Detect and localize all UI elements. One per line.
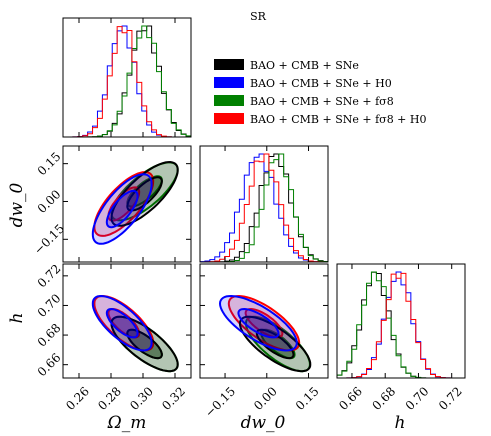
y-tick-label: 0.66	[35, 350, 64, 379]
x-axis-label-omega-m: Ω_m	[107, 413, 147, 433]
panel: 0.26 0.28 0.30 0.32 0.660.680.700.72	[35, 262, 192, 413]
panel	[199, 145, 329, 263]
x-tick-label: 0.66	[336, 384, 365, 413]
x-tick-label: 0.70	[403, 384, 432, 413]
y-tick-label: 0.72	[35, 262, 64, 291]
panel-content	[218, 294, 312, 373]
legend-entry: BAO + CMB + SNe + fσ8 + H0	[214, 113, 427, 126]
panel-frame	[62, 263, 192, 379]
legend-label: BAO + CMB + SNe + H0	[250, 77, 392, 90]
x-tick-label: −0.15	[202, 384, 238, 420]
legend: BAO + CMB + SNe BAO + CMB + SNe + H0 BAO…	[214, 59, 427, 126]
legend-swatch	[214, 77, 244, 88]
legend-label: BAO + CMB + SNe + fσ8	[250, 95, 394, 108]
panel: 0.66 0.68 0.70 0.72	[336, 263, 466, 413]
panel-content	[200, 153, 328, 262]
y-axis-label-dw0: dw_0	[7, 182, 27, 227]
panel-frame	[199, 263, 329, 379]
y-tick-label: 0.15	[35, 149, 64, 178]
x-tick-label: 0.68	[369, 384, 398, 413]
panel-frame	[336, 263, 466, 379]
x-tick-label: 0.32	[159, 384, 188, 413]
legend-entry: BAO + CMB + SNe + H0	[214, 77, 392, 90]
histogram-2	[337, 271, 465, 378]
legend-swatch	[214, 95, 244, 106]
panel-frame	[199, 145, 329, 263]
x-axis-label-h: h	[395, 413, 406, 433]
panel: −0.15 0.00 0.15	[199, 263, 329, 420]
panel: −0.15 0.00 0.15	[31, 145, 192, 263]
contour-1-1	[105, 189, 139, 229]
x-axis-label-dw0: dw_0	[241, 413, 286, 433]
chart-title: SR	[250, 10, 267, 23]
legend-label: BAO + CMB + SNe	[250, 59, 359, 72]
x-tick-label: 0.72	[436, 384, 465, 413]
y-tick-label: 0.00	[35, 187, 64, 216]
panels: −0.150.000.150.26 0.28 0.30 0.320.660.680.7…	[31, 17, 466, 420]
legend-swatch	[214, 113, 244, 124]
panel-frame	[62, 145, 192, 263]
x-tick-label: 0.28	[95, 384, 124, 413]
legend-label: BAO + CMB + SNe + fσ8 + H0	[250, 113, 427, 126]
y-tick-label: 0.68	[35, 321, 64, 350]
panel-frame	[62, 17, 192, 138]
y-tick-label: −0.15	[31, 221, 67, 257]
y-axis-label-h: h	[7, 313, 27, 324]
panel-content	[337, 271, 465, 378]
panel	[62, 17, 192, 138]
legend-swatch	[214, 59, 244, 70]
contour-1-1	[237, 307, 280, 339]
y-tick-label: 0.70	[35, 291, 64, 320]
x-tick-label: 0.26	[63, 384, 92, 413]
x-tick-label: 0.00	[251, 384, 280, 413]
x-tick-label: 0.30	[127, 384, 156, 413]
panel-content	[91, 160, 179, 245]
panel-content	[63, 25, 191, 137]
x-tick-label: 0.15	[293, 384, 322, 413]
panel-content	[91, 294, 179, 373]
legend-entry: BAO + CMB + SNe + fσ8	[214, 95, 394, 108]
contour-1-1	[105, 307, 139, 339]
legend-entry: BAO + CMB + SNe	[214, 59, 359, 72]
